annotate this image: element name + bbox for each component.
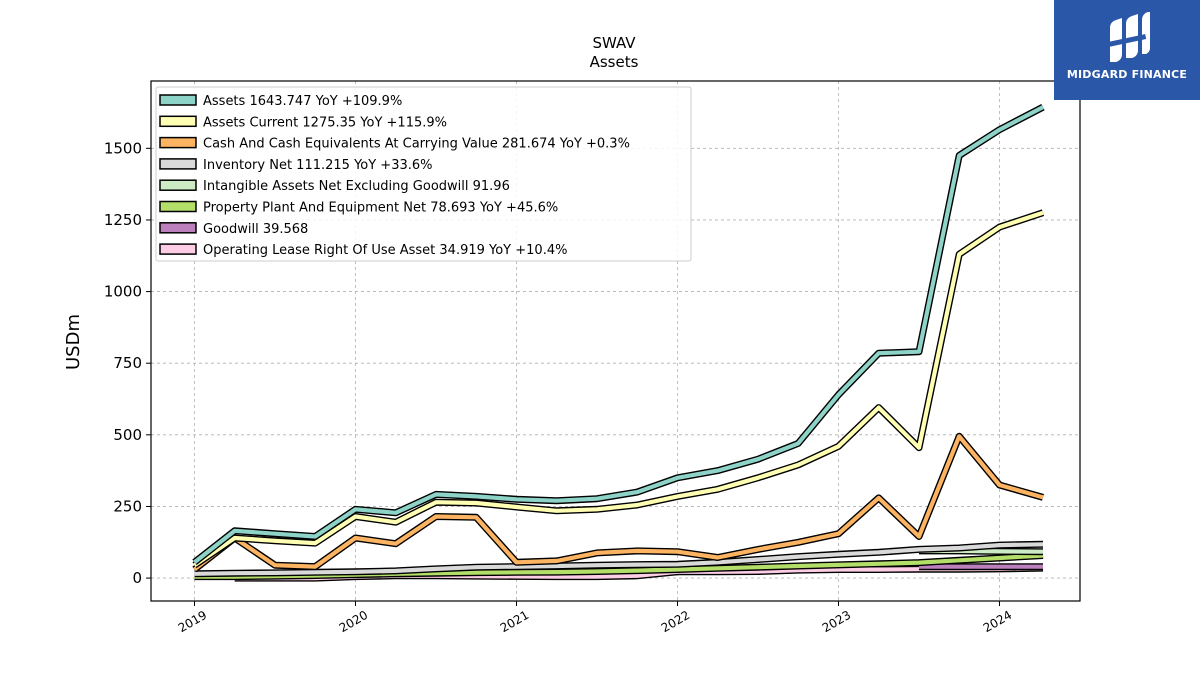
midgard-finance-logo: MIDGARD FINANCE [1054, 0, 1200, 100]
legend-swatch [159, 115, 197, 128]
x-ticks: 2019 2020 2021 2022 2023 2024 [176, 601, 1014, 635]
legend-entry: Property Plant And Equipment Net 78.693 … [203, 201, 558, 216]
y-axis-label: USDm [63, 314, 84, 370]
series-stroke [193, 210, 1044, 567]
chart-subtitle: Assets [590, 53, 639, 71]
y-tick-label: 750 [113, 354, 142, 372]
y-tick-label: 1250 [104, 211, 142, 229]
legend-swatch [159, 243, 197, 255]
legend-swatch [159, 179, 197, 191]
legend-swatch [159, 200, 197, 213]
x-tick-label: 2020 [337, 608, 370, 635]
legend-swatch [159, 158, 197, 170]
series-line [192, 103, 1045, 566]
legend-entry: Assets 1643.747 YoY +109.9% [203, 94, 402, 109]
y-tick-label: 1000 [104, 283, 142, 301]
series-lines [192, 103, 1045, 582]
legend-swatch [159, 222, 197, 234]
chart-title: SWAV [592, 34, 636, 52]
midgard-logo-icon [1107, 12, 1150, 62]
series-line [194, 540, 1044, 578]
legend-entry: Operating Lease Right Of Use Asset 34.91… [203, 243, 567, 258]
legend-entry: Intangible Assets Net Excluding Goodwill… [203, 179, 510, 194]
y-ticks: 0 250 500 750 1000 1250 1500 [104, 139, 151, 587]
series-outline [192, 209, 1045, 569]
series-stroke [193, 105, 1044, 564]
legend-swatch [159, 136, 197, 149]
series-line [192, 432, 1044, 573]
legend-swatch [159, 94, 197, 106]
y-tick-label: 1500 [104, 139, 142, 157]
y-tick-label: 250 [113, 497, 142, 515]
x-tick-label: 2023 [820, 608, 853, 635]
x-tick-label: 2021 [498, 608, 531, 635]
y-tick-label: 500 [113, 426, 142, 444]
y-tick-label: 0 [132, 569, 142, 587]
plot-frame [150, 80, 1081, 602]
series-stroke [194, 542, 1044, 576]
legend-entry: Inventory Net 111.215 YoY +33.6% [203, 158, 433, 173]
legend: Assets 1643.747 YoY +109.9% Assets Curren… [155, 86, 692, 262]
series-line [192, 209, 1045, 569]
legend-box [155, 86, 692, 262]
x-tick-label: 2024 [981, 608, 1014, 635]
legend-entry: Cash And Cash Equivalents At Carrying Va… [203, 137, 630, 152]
series-stroke [193, 434, 1044, 572]
x-tick-label: 2019 [176, 608, 209, 635]
legend-entry: Goodwill 39.568 [203, 222, 308, 237]
brand-name: MIDGARD FINANCE [1066, 68, 1188, 81]
x-tick-label: 2022 [659, 608, 692, 635]
legend-entry: Assets Current 1275.35 YoY +115.9% [203, 115, 447, 130]
